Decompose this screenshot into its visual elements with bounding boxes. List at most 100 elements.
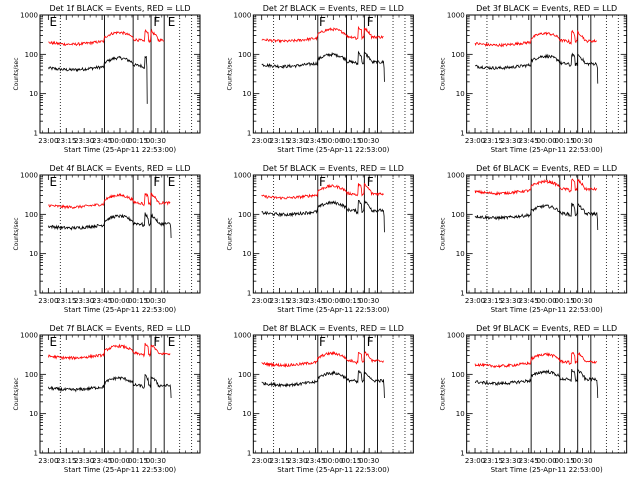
y-axis-label: Counts/sec <box>440 217 447 250</box>
y-tick-label: 100 <box>238 211 251 219</box>
y-tick-label: 100 <box>25 371 38 379</box>
plot-frame <box>466 14 628 134</box>
y-axis-label: Counts/sec <box>13 57 20 90</box>
events-series-line <box>474 52 599 84</box>
x-tick-label: 23:00 <box>465 297 485 305</box>
x-tick-label: 23:45 <box>305 137 325 145</box>
y-tick-label: 1 <box>247 450 251 458</box>
x-tick-label: 23:45 <box>92 137 112 145</box>
events-series-line <box>48 55 148 104</box>
x-tick-label: 00:30 <box>359 137 379 145</box>
x-axis-label: Start Time (25-Apr-11 22:53:00) <box>64 466 176 474</box>
lld-series-line <box>261 350 384 368</box>
panel-title: Det 3f BLACK = Events, RED = LLD <box>476 4 617 13</box>
lld-series-line <box>261 182 384 200</box>
y-tick-label: 100 <box>451 371 464 379</box>
y-tick-label: 10 <box>242 410 251 418</box>
x-tick-label: 00:30 <box>572 137 592 145</box>
x-tick-label: 00:15 <box>128 457 148 465</box>
x-axis-label: Start Time (25-Apr-11 22:53:00) <box>64 146 176 154</box>
x-tick-label: 00:15 <box>341 297 361 305</box>
detector-panel-5: Det 5f BLACK = Events, RED = LLD 1 10 100 10… <box>226 164 414 314</box>
y-tick-label: 1 <box>34 450 38 458</box>
x-tick-label: 00:15 <box>554 457 574 465</box>
y-tick-label: 1000 <box>447 332 465 340</box>
x-tick-label: 23:15 <box>270 137 290 145</box>
y-axis-label: Counts/sec <box>226 57 233 90</box>
x-tick-label: 00:00 <box>110 457 130 465</box>
x-tick-label: 23:00 <box>38 297 58 305</box>
x-tick-label: 23:15 <box>56 297 76 305</box>
x-tick-label: 23:00 <box>465 457 485 465</box>
x-tick-label: 23:30 <box>287 297 307 305</box>
y-axis-label: Counts/sec <box>226 217 233 250</box>
panel-title: Det 6f BLACK = Events, RED = LLD <box>476 164 617 173</box>
y-axis-label: Counts/sec <box>226 377 233 410</box>
y-tick-label: 1 <box>247 130 251 138</box>
detector-panel-3: Det 3f BLACK = Events, RED = LLD 1 10 100 10… <box>440 4 628 154</box>
events-series-line <box>261 199 385 233</box>
x-tick-label: 00:30 <box>359 457 379 465</box>
x-tick-label: 00:30 <box>359 297 379 305</box>
x-tick-label: 23:30 <box>501 457 521 465</box>
x-tick-label: 00:15 <box>554 137 574 145</box>
x-tick-label: 23:15 <box>270 297 290 305</box>
event-marker-f: F <box>319 15 326 29</box>
y-tick-label: 1 <box>460 450 464 458</box>
detector-panel-9: Det 9f BLACK = Events, RED = LLD 1 10 100 10… <box>440 324 628 474</box>
x-tick-label: 00:00 <box>537 137 557 145</box>
y-tick-label: 1000 <box>447 172 465 180</box>
event-marker-f: F <box>319 335 326 349</box>
y-axis-label: Counts/sec <box>440 57 447 90</box>
detector-panel-1: Det 1f BLACK = Events, RED = LLD 1 10 100 10… <box>13 4 201 154</box>
x-tick-label: 23:00 <box>252 297 272 305</box>
x-tick-label: 23:30 <box>74 297 94 305</box>
y-tick-label: 10 <box>242 250 251 258</box>
x-tick-label: 23:15 <box>483 457 503 465</box>
x-tick-label: 00:15 <box>128 137 148 145</box>
x-tick-label: 00:00 <box>110 137 130 145</box>
x-tick-label: 00:30 <box>572 457 592 465</box>
detector-panel-2: Det 2f BLACK = Events, RED = LLD 1 10 100 10… <box>226 4 414 154</box>
y-tick-label: 10 <box>456 410 465 418</box>
events-series-line <box>474 368 599 399</box>
x-tick-label: 00:15 <box>128 297 148 305</box>
detector-panel-8: Det 8f BLACK = Events, RED = LLD 1 10 100 10… <box>226 324 414 474</box>
x-tick-label: 23:30 <box>501 137 521 145</box>
x-tick-label: 23:45 <box>305 297 325 305</box>
plot-frame <box>39 174 201 294</box>
x-axis-label: Start Time (25-Apr-11 22:53:00) <box>491 466 603 474</box>
event-marker-e: E <box>168 15 176 29</box>
event-marker-f: F <box>153 175 160 189</box>
event-marker-f: F <box>367 175 374 189</box>
x-tick-label: 00:00 <box>323 457 343 465</box>
x-tick-label: 23:30 <box>74 457 94 465</box>
y-tick-label: 100 <box>238 371 251 379</box>
x-tick-label: 23:00 <box>252 457 272 465</box>
x-tick-label: 23:00 <box>38 457 58 465</box>
x-tick-label: 00:15 <box>554 297 574 305</box>
y-tick-label: 100 <box>451 211 464 219</box>
x-tick-label: 23:30 <box>287 457 307 465</box>
y-tick-label: 10 <box>29 90 38 98</box>
y-tick-label: 100 <box>25 211 38 219</box>
y-tick-label: 1000 <box>447 12 465 20</box>
y-tick-label: 1000 <box>20 332 38 340</box>
y-tick-label: 1000 <box>234 172 252 180</box>
x-tick-label: 00:15 <box>341 137 361 145</box>
x-axis-label: Start Time (25-Apr-11 22:53:00) <box>277 146 389 154</box>
x-tick-label: 00:00 <box>537 297 557 305</box>
event-marker-f: F <box>319 175 326 189</box>
x-tick-label: 23:15 <box>56 137 76 145</box>
x-tick-label: 23:15 <box>483 297 503 305</box>
detector-panel-7: Det 7f BLACK = Events, RED = LLD 1 10 100 10… <box>13 324 201 474</box>
plot-frame <box>252 14 414 134</box>
x-tick-label: 23:15 <box>483 137 503 145</box>
x-axis-label: Start Time (25-Apr-11 22:53:00) <box>277 466 389 474</box>
event-marker-f: F <box>367 335 374 349</box>
events-series-line <box>47 373 172 399</box>
lld-series-line <box>48 28 165 47</box>
plot-frame <box>466 334 628 454</box>
lld-series-line <box>47 342 171 361</box>
x-tick-label: 00:00 <box>110 297 130 305</box>
